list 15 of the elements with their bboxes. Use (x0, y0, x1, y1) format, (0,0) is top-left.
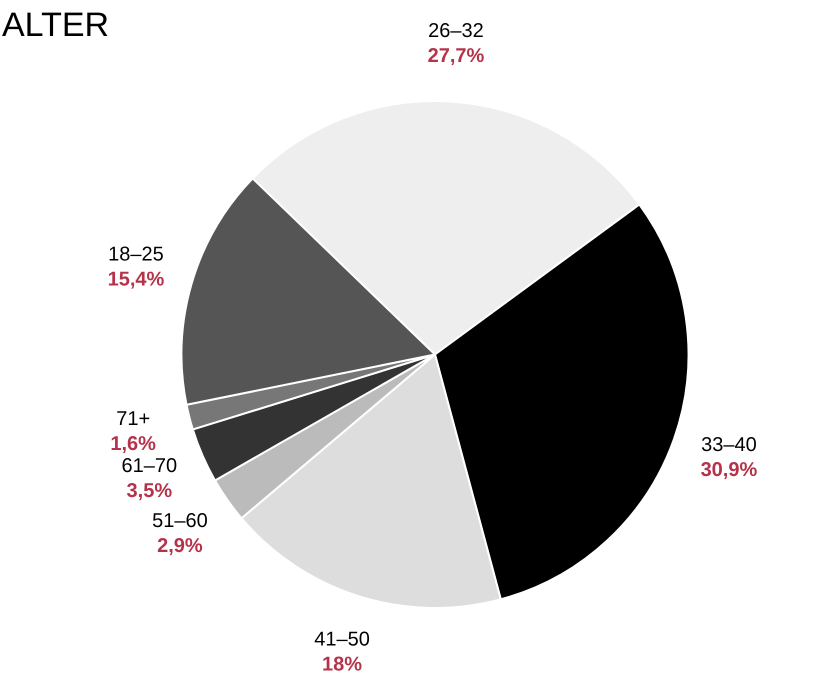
data-label: 18% (322, 653, 362, 676)
slice-label: 51–60 (152, 510, 208, 532)
data-label: 3,5% (126, 480, 172, 502)
slice-label: 26–32 (428, 20, 484, 42)
slice-label: 61–70 (122, 455, 178, 478)
data-label: 1,6% (110, 433, 156, 456)
chart-title: ALTER (2, 6, 110, 45)
slice-label: 33–40 (701, 434, 757, 456)
data-label: 30,9% (700, 459, 758, 482)
slice-label: 18–25 (108, 244, 164, 266)
slice-label: 71+ (116, 408, 150, 430)
data-label: 15,4% (108, 268, 165, 291)
slice-label: 41–50 (314, 628, 370, 650)
data-label: 27,7% (428, 45, 485, 68)
data-label: 2,9% (157, 534, 203, 557)
